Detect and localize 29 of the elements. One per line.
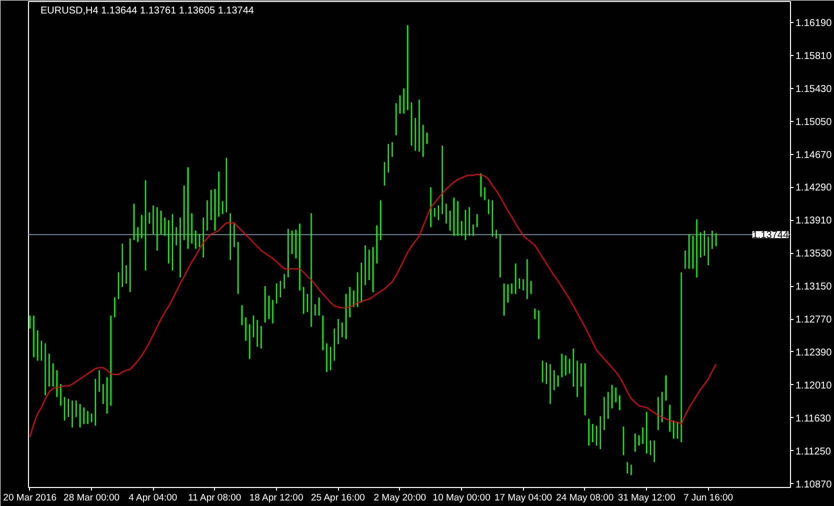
y-tick-label: 1.12770 [796, 314, 832, 326]
y-tick-label: 1.12010 [796, 380, 832, 392]
x-tick-label: 2 May 20:00 [374, 492, 426, 504]
chart-title: EURUSD,H4 1.13644 1.13761 1.13605 1.13744 [40, 6, 254, 16]
y-tick-label: 1.15430 [796, 84, 832, 95]
y-tick-label: 1.12390 [796, 347, 832, 358]
x-tick-label: 4 Apr 04:00 [128, 492, 178, 504]
x-tick-label: 24 May 08:00 [556, 492, 614, 504]
y-tick-label: 1.15810 [796, 50, 832, 62]
y-tick-label: 1.11250 [796, 446, 832, 458]
y-tick-label: 1.15050 [796, 116, 832, 128]
y-tick-label: 1.13150 [796, 282, 832, 293]
x-tick-label: 10 May 00:00 [432, 492, 490, 504]
x-tick-label: 25 Apr 16:00 [311, 492, 365, 504]
x-tick-label: 11 Apr 08:00 [188, 492, 242, 504]
line-series [29, 174, 716, 438]
x-tick-label: 7 Jun 16:00 [683, 492, 734, 504]
x-tick-label: 31 May 12:00 [618, 492, 676, 504]
x-tick-label: 17 May 04:00 [494, 492, 552, 504]
y-tick-label: 1.14290 [796, 182, 832, 194]
y-tick-label: 1.13910 [796, 216, 832, 227]
x-tick-label: 20 Mar 2016 [3, 492, 57, 504]
y-tick-label: 1.13530 [796, 248, 832, 260]
y-tick-label: 1.10870 [796, 479, 832, 490]
x-tick-label: 28 Mar 00:00 [64, 492, 120, 504]
y-tick-label: 1.11630 [796, 413, 832, 424]
y-tick-label: 1.14670 [796, 150, 832, 161]
x-tick-label: 18 Apr 12:00 [249, 492, 304, 504]
y-tick-label: 1.16190 [796, 18, 832, 29]
